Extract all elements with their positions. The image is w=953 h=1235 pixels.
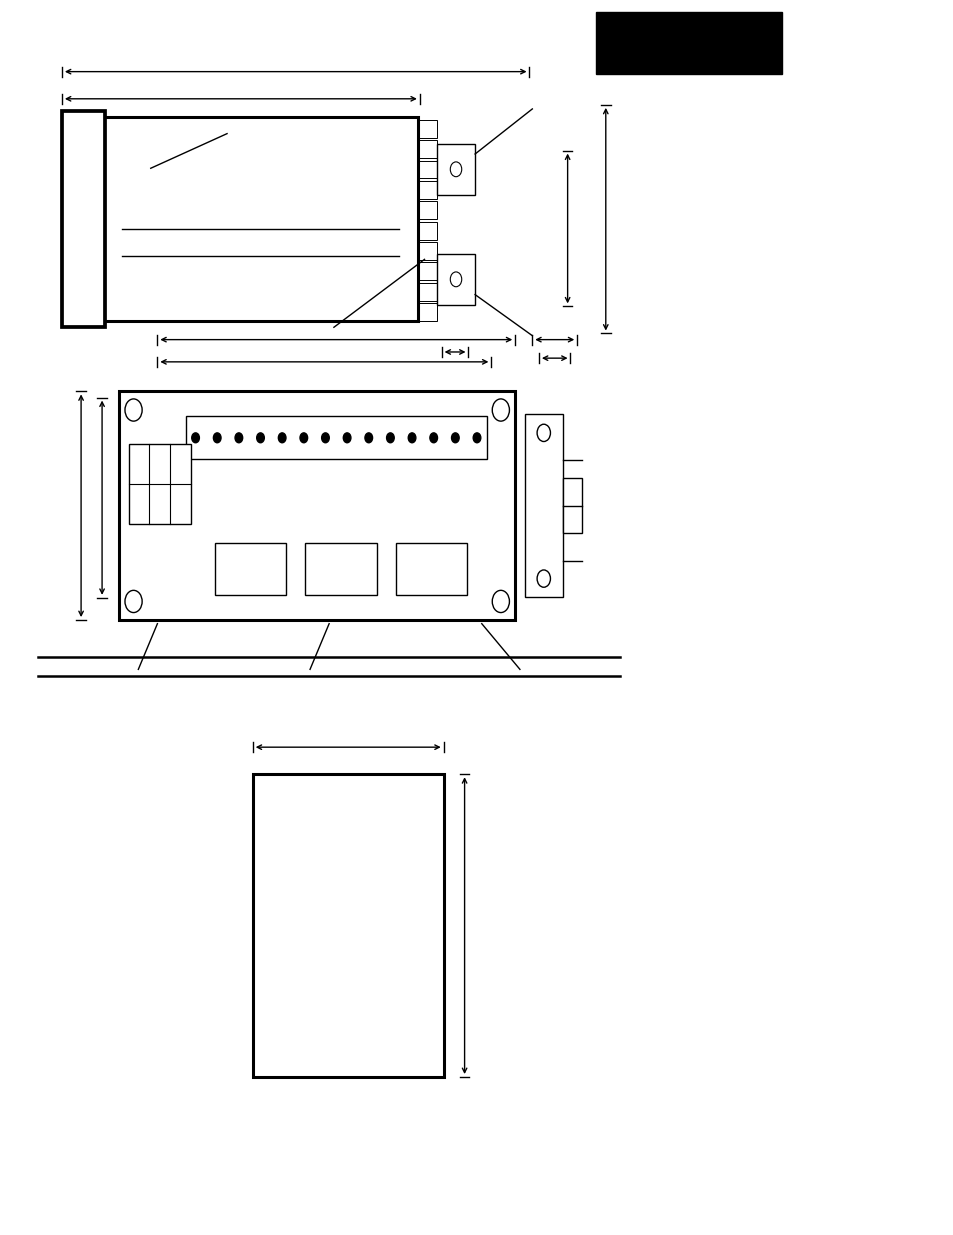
- Circle shape: [451, 433, 458, 443]
- Circle shape: [343, 433, 351, 443]
- Bar: [417, 263, 436, 280]
- Bar: [395, 543, 467, 595]
- Bar: [417, 140, 436, 158]
- Circle shape: [278, 433, 286, 443]
- Bar: [417, 222, 436, 240]
- Bar: [417, 201, 436, 220]
- Circle shape: [386, 433, 394, 443]
- Bar: [562, 478, 581, 534]
- Circle shape: [321, 433, 329, 443]
- Circle shape: [299, 433, 307, 443]
- Bar: [417, 242, 436, 261]
- Bar: [62, 111, 105, 327]
- Circle shape: [430, 433, 437, 443]
- Bar: [417, 304, 436, 321]
- Bar: [524, 415, 562, 598]
- Bar: [119, 391, 515, 620]
- Bar: [103, 117, 417, 321]
- Circle shape: [408, 433, 416, 443]
- Bar: [596, 12, 781, 74]
- Bar: [436, 143, 475, 195]
- Bar: [129, 443, 191, 524]
- Bar: [417, 120, 436, 137]
- Circle shape: [256, 433, 264, 443]
- Bar: [186, 416, 486, 459]
- Circle shape: [473, 433, 480, 443]
- Circle shape: [213, 433, 221, 443]
- Circle shape: [192, 433, 199, 443]
- Bar: [253, 774, 443, 1077]
- Bar: [417, 283, 436, 301]
- Bar: [436, 254, 475, 305]
- Circle shape: [365, 433, 373, 443]
- Bar: [305, 543, 376, 595]
- Bar: [417, 182, 436, 199]
- Bar: [214, 543, 286, 595]
- Bar: [417, 161, 436, 179]
- Circle shape: [234, 433, 242, 443]
